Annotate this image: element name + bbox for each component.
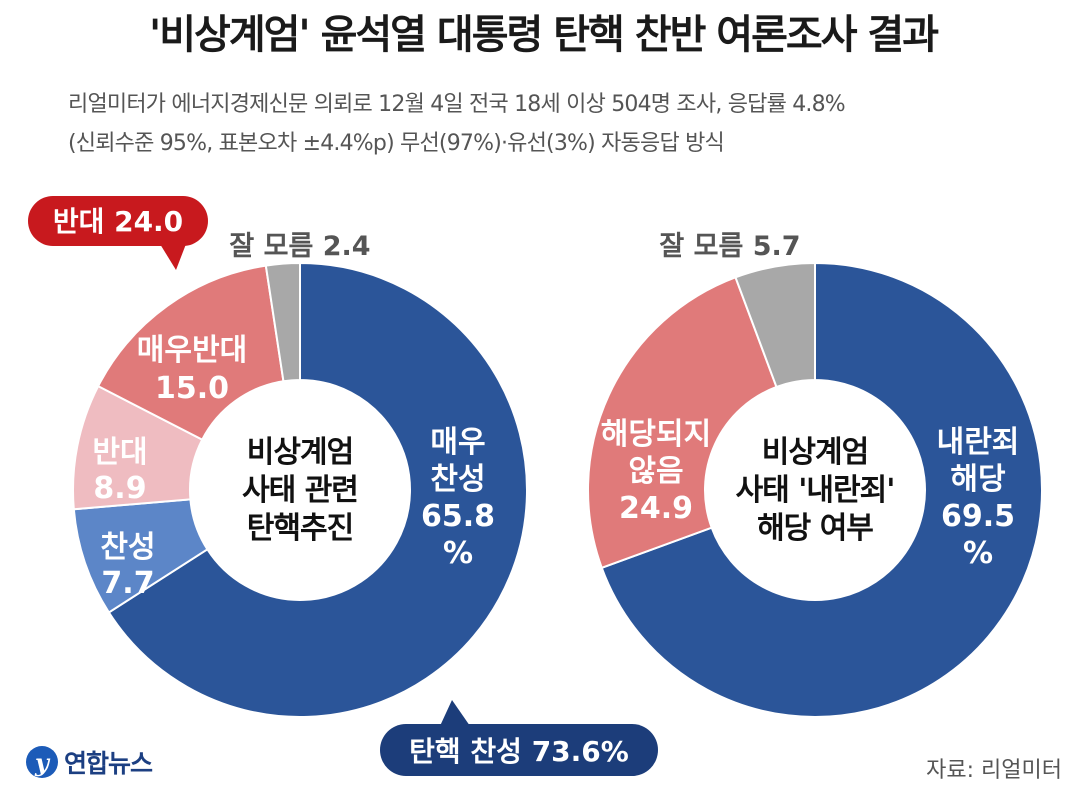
- page-title: '비상계엄' 윤석열 대통령 탄핵 찬반 여론조사 결과: [148, 12, 939, 58]
- chart1-slice-label-1-line: %: [443, 536, 473, 571]
- chart1-slice-label-2: 찬성 7.7: [100, 530, 155, 601]
- chart2-center-title-line: 해당 여부: [757, 511, 873, 546]
- chart1-center-title-line: 비상계엄: [247, 435, 353, 470]
- yonhap-logo-icon: y: [26, 746, 58, 778]
- yonhap-logo: y 연합뉴스: [24, 744, 153, 780]
- chart2-slice-label-2-line: 해당되지: [601, 417, 711, 452]
- chart1-slice-label-3-line: 반대: [92, 435, 147, 470]
- chart1-slice-label-1: 매우 찬성 65.8%: [421, 425, 495, 571]
- chart2-center-title-line: 사태 '내란죄': [736, 473, 895, 508]
- chart2-slice-3: [734, 261, 816, 389]
- chart1-center-title: 비상계엄 사태 관련 탄핵추진: [242, 435, 358, 546]
- callout-oppose-text: 반대 24.0: [53, 205, 183, 238]
- callout-support-bubble: [380, 724, 658, 776]
- chart1-slice-label-3: 반대 8.9: [92, 435, 147, 506]
- chart2-center-title-line: 비상계엄: [762, 435, 868, 470]
- chart1-slice-label-1-line: 매우: [430, 425, 485, 460]
- subtitle-line-2: (신뢰수준 95%, 표본오차 ±4.4%p) 무선(97%)·유선(3%) 자…: [68, 131, 725, 156]
- chart1-center-title-line: 탄핵추진: [247, 511, 353, 546]
- callout-oppose-bubble: [28, 196, 208, 246]
- callout-support-total: 탄핵 찬성 73.6%: [380, 700, 658, 776]
- callout-oppose-total: 반대 24.0: [28, 196, 208, 270]
- chart1-slice-label-2-line: 찬성: [100, 530, 155, 565]
- chart2-center-title: 비상계엄 사태 '내란죄' 해당 여부: [736, 435, 895, 546]
- logo-text: 연합뉴스: [64, 749, 153, 778]
- chart2-slice-label-2-line: 24.9: [619, 491, 693, 526]
- chart1-slice-label-4: 매우반대 15.0: [137, 333, 247, 406]
- chart2-slice-label-1-line: 내란죄: [937, 425, 1020, 460]
- chart2-slice-label-1-line: 69.5: [941, 499, 1015, 534]
- chart2-slice-2: [587, 276, 778, 570]
- callout-support-pointer: [440, 700, 470, 726]
- chart1-slice-label-4-line: 매우반대: [137, 333, 247, 368]
- svg-text:y: y: [34, 748, 51, 777]
- chart2-slice-label-1-line: %: [963, 536, 993, 571]
- chart1-slice-label-2-line: 7.7: [101, 566, 154, 601]
- subtitle-line-1: 리얼미터가 에너지경제신문 의뢰로 12월 4일 전국 18세 이상 504명 …: [68, 92, 846, 117]
- chart2-slice-label-3: 잘 모름 5.7: [659, 231, 800, 262]
- chart1-slice-label-5: 잘 모름 2.4: [229, 231, 370, 262]
- chart2-slice-1: [600, 261, 1043, 718]
- chart2-slice-label-3-line: 잘 모름 5.7: [659, 231, 800, 262]
- callout-support-text: 탄핵 찬성 73.6%: [409, 735, 629, 768]
- callout-oppose-pointer: [160, 244, 186, 270]
- chart2-slice-label-2-line: 않음: [628, 454, 683, 489]
- chart1-slice-4: [96, 264, 285, 442]
- chart2-slice-label-1-line: 해당: [950, 462, 1006, 497]
- chart1-slice-label-3-line: 8.9: [93, 471, 146, 506]
- chart2-slice-label-2: 해당되지 않음 24.9: [601, 417, 711, 526]
- chart1-slice-1: [107, 261, 528, 718]
- chart1-slice-5: [264, 261, 301, 383]
- chart1-slice-label-1-line: 65.8: [421, 499, 495, 534]
- chart1-center-title-line: 사태 관련: [242, 473, 358, 508]
- chart1-slice-label-5-line: 잘 모름 2.4: [229, 231, 370, 262]
- chart1-slice-label-4-line: 15.0: [155, 371, 229, 406]
- chart1-slice-label-1-line: 찬성: [430, 462, 485, 497]
- chart2-slice-label-1: 내란죄 해당 69.5%: [937, 425, 1020, 571]
- source-note: 자료: 리얼미터: [926, 758, 1062, 783]
